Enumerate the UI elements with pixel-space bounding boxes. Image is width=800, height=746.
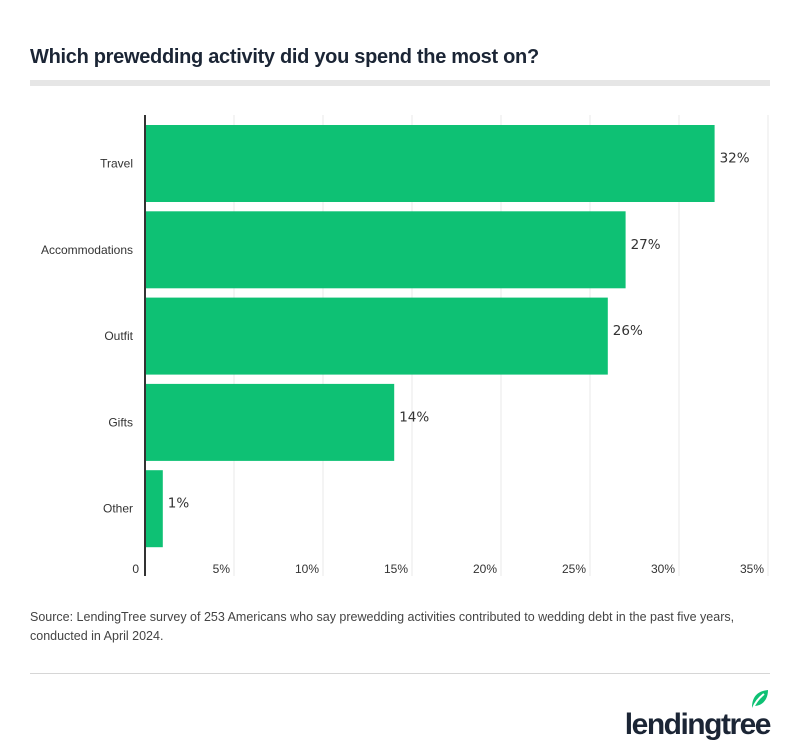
x-tick-label: 25% <box>562 562 586 576</box>
x-tick-label: 10% <box>295 562 319 576</box>
data-label: 14% <box>399 409 429 425</box>
category-label: Outfit <box>104 329 133 343</box>
x-tick-label: 15% <box>384 562 408 576</box>
x-tick-label: 35% <box>740 562 764 576</box>
lendingtree-logo: lendingtree <box>624 688 772 742</box>
data-label: 27% <box>631 237 661 253</box>
category-label: Other <box>103 502 133 516</box>
bar-other <box>145 470 163 548</box>
x-tick-label: 30% <box>651 562 675 576</box>
chart-title: Which prewedding activity did you spend … <box>30 46 539 68</box>
x-tick-label: 20% <box>473 562 497 576</box>
bar-accommodations <box>145 211 626 289</box>
bar-travel <box>145 125 715 202</box>
leaf-icon <box>752 690 768 709</box>
data-label: 32% <box>720 151 750 167</box>
footer-divider <box>30 673 770 674</box>
source-note: Source: LendingTree survey of 253 Americ… <box>30 610 735 643</box>
bar-outfit <box>145 297 608 375</box>
data-label: 26% <box>613 323 643 339</box>
logo-wordmark: lendingtree <box>624 708 772 741</box>
category-label: Accommodations <box>41 243 133 257</box>
bar-gifts <box>145 383 395 461</box>
title-divider <box>30 80 770 86</box>
category-label: Travel <box>100 157 133 171</box>
x-tick-label: 5% <box>213 562 231 576</box>
data-label: 1% <box>168 496 190 512</box>
category-label: Gifts <box>108 415 133 429</box>
x-tick-label: 0 <box>132 562 139 576</box>
